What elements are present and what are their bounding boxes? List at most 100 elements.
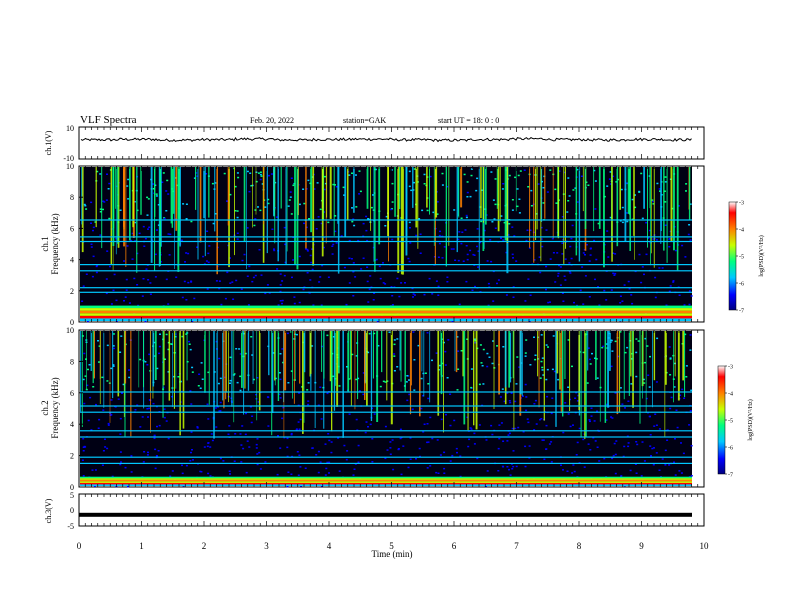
- spectrogram-cell: [466, 191, 469, 194]
- spectrogram-cell: [311, 248, 314, 250]
- spectrogram-cell: [215, 407, 217, 409]
- spectrogram-cell: [480, 220, 483, 223]
- spectrogram-cell: [462, 260, 465, 262]
- spectrogram-cell: [393, 353, 396, 355]
- spectrogram-cell: [438, 242, 441, 245]
- spectrogram-burst: [540, 167, 542, 262]
- ch3-ytick-mid: 0: [70, 506, 74, 515]
- spectrogram-cell: [621, 300, 624, 302]
- spectrogram-cell: [610, 289, 613, 291]
- spectrogram-cell: [215, 280, 218, 282]
- spectrogram-cell: [205, 173, 208, 175]
- spectrogram-burst: [585, 331, 587, 437]
- spectrogram-cell: [299, 466, 302, 468]
- spectrogram-burst: [243, 167, 246, 241]
- spectrogram-cell: [106, 250, 109, 252]
- spectrogram-burst: [175, 167, 178, 231]
- spectrogram-burst: [296, 167, 299, 270]
- spectrogram-cell: [85, 273, 88, 275]
- spectrogram-burst: [629, 167, 631, 251]
- spectrogram-burst: [673, 167, 675, 251]
- spectrogram-cell: [617, 355, 620, 358]
- spectrogram-cell: [286, 332, 289, 335]
- ch1-ylabel: ch.1(V): [44, 130, 53, 155]
- spectrogram-cell: [533, 259, 536, 261]
- spectrogram-cell: [352, 262, 355, 264]
- spectrogram-cell: [574, 397, 577, 399]
- spectrogram-cell: [275, 216, 278, 218]
- ch1-spec-ylabel-freq: Frequency (kHz): [50, 213, 60, 274]
- spectrogram-burst: [138, 331, 140, 388]
- spectrogram-cell: [311, 268, 314, 271]
- spectrogram-burst: [286, 167, 288, 252]
- spectrogram-cell: [483, 229, 486, 232]
- spectrogram-cell: [412, 293, 415, 295]
- spectrogram-cell: [296, 333, 298, 336]
- spectrogram-cell: [147, 451, 149, 454]
- spectrogram-cell: [231, 281, 234, 283]
- spectrogram-cell: [459, 455, 462, 457]
- spectrogram-cell: [689, 334, 692, 336]
- spectrogram-cell: [92, 229, 94, 232]
- spectrogram-cell: [346, 450, 349, 452]
- spectrogram-burst: [299, 331, 301, 384]
- spectrogram-cell: [529, 364, 532, 366]
- spectrogram-cell: [607, 256, 610, 258]
- spectrogram-cell: [362, 393, 365, 396]
- spectrogram-cell: [335, 242, 338, 244]
- spectrogram-cell: [546, 368, 549, 371]
- spectrogram-cell: [417, 344, 420, 347]
- spectrogram-cell: [330, 441, 333, 443]
- spectrogram-burst: [125, 167, 127, 267]
- spectrogram-burst: [670, 167, 673, 242]
- spectrogram-cell: [107, 422, 110, 425]
- spectrogram-cell: [626, 220, 629, 223]
- spectrogram-burst: [584, 167, 587, 229]
- spectrogram-cell: [641, 266, 644, 268]
- spectrogram-cell: [650, 455, 652, 457]
- spectrogram-burst: [578, 331, 580, 411]
- spectrogram-burst: [433, 167, 435, 246]
- spectrogram-cell: [199, 387, 202, 389]
- spectrogram-cell: [112, 345, 115, 347]
- spectrogram-cell: [522, 395, 524, 397]
- spectrogram-cell: [93, 485, 96, 487]
- spectrogram-cell: [364, 431, 367, 434]
- spectrogram-cell: [166, 179, 169, 182]
- spectrogram-cell: [92, 255, 95, 258]
- spectrogram-cell: [603, 457, 606, 460]
- spectrogram-cell: [127, 178, 130, 181]
- spectrogram-cell: [152, 183, 155, 185]
- time-tick-label: 3: [264, 541, 269, 551]
- spectrogram-cell: [327, 276, 330, 278]
- spectrogram-burst: [213, 331, 215, 439]
- spectrogram-burst: [483, 167, 485, 223]
- spectrogram-cell: [234, 433, 237, 435]
- spectrogram-cell: [471, 289, 474, 291]
- spectrogram-cell: [627, 400, 630, 402]
- spectrogram-burst: [364, 331, 366, 400]
- spectrogram-burst: [150, 331, 151, 433]
- spectrogram-burst: [650, 167, 651, 266]
- spectrogram-cell: [619, 220, 622, 222]
- spectrogram-cell: [435, 471, 438, 474]
- spectrogram-cell: [321, 264, 324, 267]
- spectrogram-cell: [218, 280, 221, 282]
- spectrogram-cell: [248, 265, 251, 268]
- spectrogram-cell: [623, 445, 626, 448]
- spectrogram-cell: [561, 292, 564, 294]
- spectrogram-burst: [303, 331, 305, 423]
- ch2-colorbar: -3-4-5-6-7 log(PSD)(V²/Hz): [717, 365, 754, 479]
- spectrogram-burst: [417, 167, 419, 249]
- spectrogram-burst: [647, 167, 648, 248]
- spectrogram-burst: [376, 331, 379, 422]
- spectrogram-burst: [440, 331, 443, 375]
- spectrogram-burst: [400, 331, 402, 382]
- spectrogram-cell: [528, 320, 531, 322]
- spectrogram-cell: [266, 284, 269, 286]
- spectrogram-cell: [528, 247, 531, 249]
- spectrogram-cell: [569, 425, 572, 428]
- spectrogram-cell: [596, 446, 599, 448]
- spectrogram-burst: [569, 331, 571, 411]
- spectrogram-burst: [543, 331, 545, 421]
